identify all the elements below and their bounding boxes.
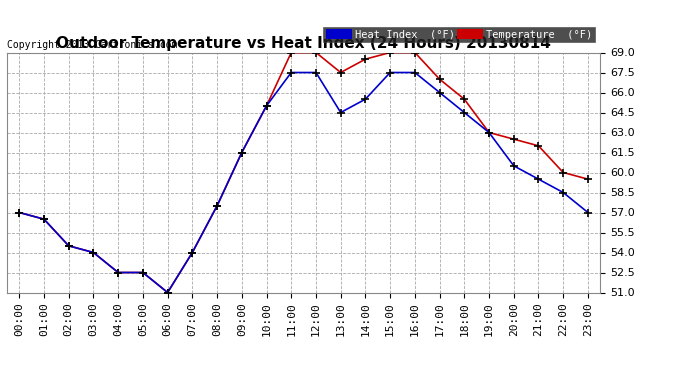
Title: Outdoor Temperature vs Heat Index (24 Hours) 20130814: Outdoor Temperature vs Heat Index (24 Ho… bbox=[56, 36, 551, 51]
Legend: Heat Index  (°F), Temperature  (°F): Heat Index (°F), Temperature (°F) bbox=[323, 27, 595, 42]
Text: Copyright 2013 Cartronics.com: Copyright 2013 Cartronics.com bbox=[7, 40, 177, 50]
